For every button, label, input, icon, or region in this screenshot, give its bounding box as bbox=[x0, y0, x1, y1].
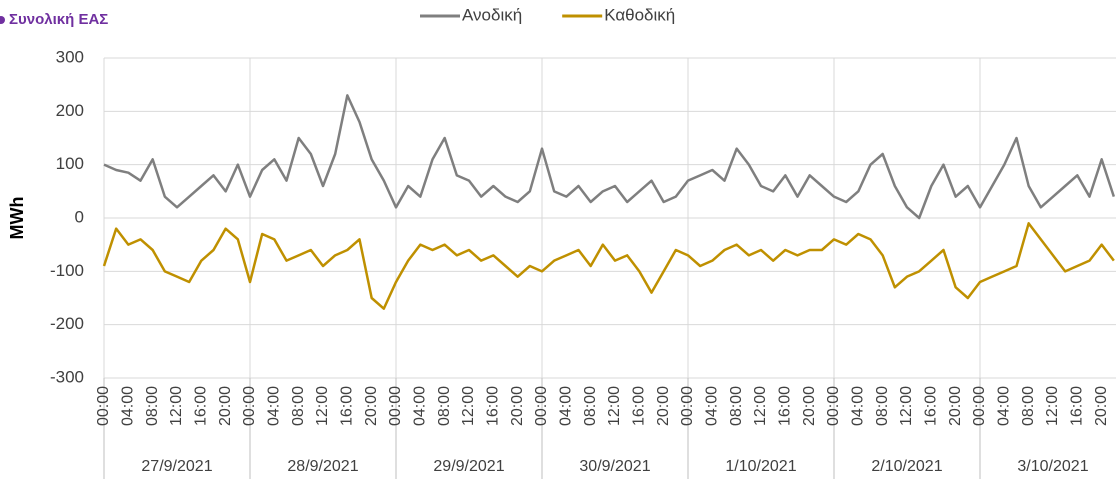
x-tick-label: 12:00 bbox=[898, 386, 915, 426]
title-bullet bbox=[0, 16, 5, 24]
x-tick-label: 04:00 bbox=[120, 386, 137, 426]
series-line bbox=[102, 222, 1115, 310]
x-tick-label: 00:00 bbox=[971, 386, 988, 426]
x-tick-label: 08:00 bbox=[1020, 386, 1037, 426]
x-tick-label: 00:00 bbox=[679, 386, 696, 426]
group-label: 1/10/2021 bbox=[725, 458, 796, 475]
group-label: 28/9/2021 bbox=[287, 458, 358, 475]
group-label: 3/10/2021 bbox=[1017, 458, 1088, 475]
x-tick-label: 04:00 bbox=[558, 386, 575, 426]
y-tick-label: 300 bbox=[56, 47, 84, 66]
x-tick-label: 00:00 bbox=[533, 386, 550, 426]
x-tick-label: 12:00 bbox=[606, 386, 623, 426]
x-tick-label: 12:00 bbox=[168, 386, 185, 426]
x-tick-label: 08:00 bbox=[874, 386, 891, 426]
x-tick-label: 20:00 bbox=[363, 386, 380, 426]
x-tick-label: 04:00 bbox=[266, 386, 283, 426]
x-tick-label: 00:00 bbox=[387, 386, 404, 426]
x-tick-label: 08:00 bbox=[290, 386, 307, 426]
x-tick-label: 20:00 bbox=[1093, 386, 1110, 426]
y-tick-label: 100 bbox=[56, 154, 84, 173]
x-tick-label: 20:00 bbox=[509, 386, 526, 426]
x-tick-label: 16:00 bbox=[631, 386, 648, 426]
chart-title: Συνολική ΕΑΣ bbox=[9, 11, 108, 28]
group-label: 27/9/2021 bbox=[141, 458, 212, 475]
legend-label: Ανοδική bbox=[462, 5, 522, 24]
x-tick-label: 04:00 bbox=[996, 386, 1013, 426]
x-tick-label: 00:00 bbox=[825, 386, 842, 426]
x-tick-label: 16:00 bbox=[1069, 386, 1086, 426]
x-tick-label: 00:00 bbox=[95, 386, 112, 426]
legend-label: Καθοδική bbox=[604, 5, 675, 24]
group-label: 30/9/2021 bbox=[579, 458, 650, 475]
x-tick-label: 20:00 bbox=[947, 386, 964, 426]
x-tick-label: 08:00 bbox=[582, 386, 599, 426]
x-tick-label: 20:00 bbox=[217, 386, 234, 426]
x-tick-label: 20:00 bbox=[801, 386, 818, 426]
x-tick-label: 12:00 bbox=[752, 386, 769, 426]
x-tick-label: 16:00 bbox=[777, 386, 794, 426]
y-axis-label: MWh bbox=[7, 197, 27, 240]
group-label: 2/10/2021 bbox=[871, 458, 942, 475]
x-tick-label: 20:00 bbox=[655, 386, 672, 426]
y-tick-label: -300 bbox=[50, 367, 84, 386]
y-tick-label: 200 bbox=[56, 101, 84, 120]
x-tick-label: 16:00 bbox=[339, 386, 356, 426]
x-tick-label: 04:00 bbox=[412, 386, 429, 426]
x-tick-label: 08:00 bbox=[436, 386, 453, 426]
y-tick-label: -100 bbox=[50, 261, 84, 280]
x-tick-label: 16:00 bbox=[193, 386, 210, 426]
x-tick-label: 12:00 bbox=[460, 386, 477, 426]
x-tick-label: 12:00 bbox=[314, 386, 331, 426]
x-tick-label: 12:00 bbox=[1044, 386, 1061, 426]
series-line bbox=[103, 94, 1116, 220]
x-tick-label: 08:00 bbox=[728, 386, 745, 426]
x-tick-label: 16:00 bbox=[923, 386, 940, 426]
x-tick-label: 16:00 bbox=[485, 386, 502, 426]
y-tick-label: 0 bbox=[75, 207, 84, 226]
x-tick-label: 00:00 bbox=[241, 386, 258, 426]
x-tick-label: 04:00 bbox=[850, 386, 867, 426]
x-tick-label: 04:00 bbox=[704, 386, 721, 426]
y-tick-label: -200 bbox=[50, 314, 84, 333]
x-tick-label: 08:00 bbox=[144, 386, 161, 426]
group-label: 29/9/2021 bbox=[433, 458, 504, 475]
